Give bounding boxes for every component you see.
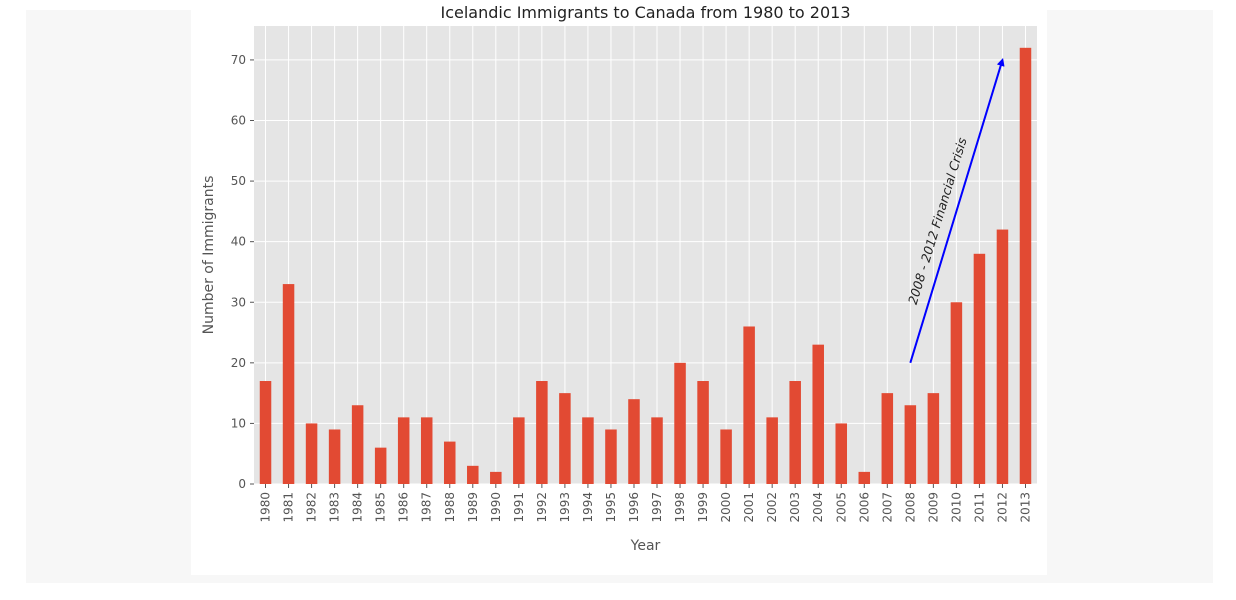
bar [536, 381, 548, 484]
x-tick-label: 1988 [443, 492, 457, 523]
bar [697, 381, 709, 484]
bar [605, 429, 617, 484]
bar [559, 393, 571, 484]
y-axis-label: Number of Immigrants [201, 176, 217, 335]
bar [743, 326, 755, 484]
x-tick-label: 2009 [926, 492, 940, 523]
x-tick-label: 2005 [834, 492, 848, 523]
x-tick-label: 1981 [282, 492, 296, 523]
x-tick-label: 2013 [1018, 492, 1032, 523]
y-tick-label: 30 [231, 295, 246, 309]
x-tick-label: 1987 [420, 492, 434, 523]
x-tick-label: 1985 [374, 492, 388, 523]
bar [351, 405, 364, 484]
x-tick-label: 2010 [949, 492, 963, 523]
y-axis-ticks: 0 10 20 30 40 50 60 70 [231, 53, 254, 491]
bar [490, 471, 502, 484]
bar [720, 429, 732, 484]
bar [259, 381, 272, 484]
x-tick-label: 2002 [765, 492, 779, 523]
x-tick-label: 1986 [397, 492, 411, 523]
x-tick-label: 1990 [489, 492, 503, 523]
x-tick-label: 2006 [857, 492, 871, 523]
x-tick-label: 1999 [696, 492, 710, 523]
x-tick-label: 1996 [627, 492, 641, 523]
bar [766, 417, 778, 484]
x-tick-label: 1997 [650, 492, 664, 523]
y-tick-label: 20 [231, 356, 246, 370]
bar [628, 399, 640, 484]
x-tick-label: 1982 [305, 492, 319, 523]
x-tick-label: 2001 [742, 492, 756, 523]
x-tick-label: 1980 [259, 492, 273, 523]
y-tick-label: 70 [231, 53, 246, 67]
x-tick-label: 1998 [673, 492, 687, 523]
bar [927, 393, 940, 484]
bars [259, 47, 1032, 485]
y-tick-label: 0 [238, 477, 246, 491]
bar [881, 393, 894, 484]
bar [858, 471, 871, 484]
bar [443, 441, 456, 484]
bar [904, 405, 917, 484]
bar [996, 229, 1009, 484]
bar [467, 465, 479, 484]
bar [651, 417, 663, 484]
bar [513, 417, 525, 484]
bar-chart: 0 10 20 30 40 50 60 70 1980 1981 1982 1983 1984 1985… [201, 3, 1037, 554]
bar [973, 253, 986, 484]
x-tick-label: 2012 [995, 492, 1009, 523]
x-tick-label: 1992 [535, 492, 549, 523]
bar [305, 423, 318, 484]
bar [950, 302, 963, 484]
y-tick-label: 10 [231, 416, 246, 430]
bar [582, 417, 594, 484]
bar [397, 417, 410, 484]
x-tick-label: 2008 [903, 492, 917, 523]
x-tick-label: 2000 [719, 492, 733, 523]
bar [420, 417, 433, 484]
bar [789, 381, 801, 484]
y-tick-label: 60 [231, 114, 246, 128]
x-tick-label: 2007 [880, 492, 894, 523]
bar [282, 284, 295, 484]
x-axis-ticks: 1980 1981 1982 1983 1984 1985 1986 1987 1988 1989… [259, 484, 1032, 523]
x-tick-label: 1993 [558, 492, 572, 523]
annotation-arrow [909, 58, 1005, 364]
x-tick-label: 1995 [604, 492, 618, 523]
chart-figure: 0 10 20 30 40 50 60 70 1980 1981 1982 1983 1984 1985… [191, 0, 1047, 575]
bar [812, 344, 824, 484]
x-tick-label: 1989 [466, 492, 480, 523]
bar [374, 447, 387, 484]
x-axis-label: Year [630, 538, 661, 554]
y-tick-label: 40 [231, 235, 246, 249]
chart-title: Icelandic Immigrants to Canada from 1980… [440, 3, 850, 22]
x-tick-label: 2003 [788, 492, 802, 523]
bar [1019, 47, 1032, 485]
x-tick-label: 1984 [351, 492, 365, 523]
y-tick-label: 50 [231, 174, 246, 188]
x-tick-label: 2011 [972, 492, 986, 523]
x-tick-label: 1991 [512, 492, 526, 523]
bar [328, 429, 341, 484]
x-tick-label: 1983 [328, 492, 342, 523]
bar [835, 423, 848, 484]
x-tick-label: 2004 [811, 492, 825, 523]
bar [674, 362, 686, 484]
x-tick-label: 1994 [581, 492, 595, 523]
